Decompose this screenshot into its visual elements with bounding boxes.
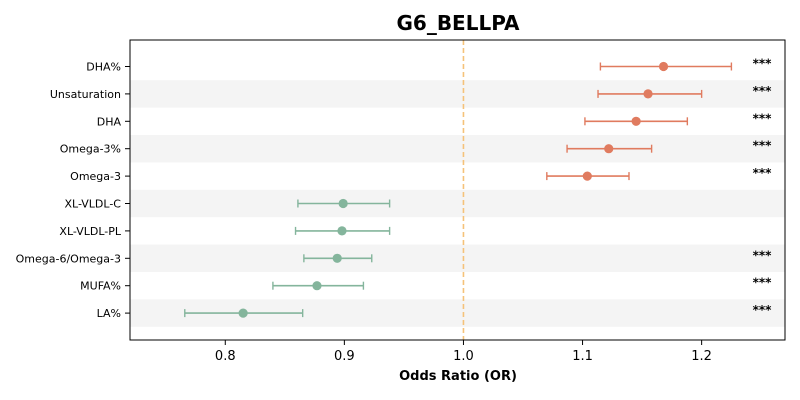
- significance-label: ***: [753, 84, 773, 98]
- row-unsaturation: ***: [597, 84, 773, 99]
- row-mufa-: ***: [272, 276, 773, 291]
- row-omega-6-omega-3: ***: [303, 248, 773, 263]
- row-band: [130, 244, 785, 272]
- row-band: [130, 189, 785, 218]
- odds-ratio-point: [238, 308, 248, 318]
- plot-frame: [129, 39, 786, 341]
- row-la-: ***: [184, 303, 773, 318]
- y-tick-label: MUFA%: [80, 280, 121, 293]
- odds-ratio-point: [312, 281, 322, 291]
- significance-label: ***: [753, 276, 773, 290]
- plot-border: [129, 39, 786, 341]
- odds-ratio-point: [338, 198, 348, 209]
- odds-ratio-point: [643, 89, 653, 99]
- x-axis-label: Odds Ratio (OR): [399, 369, 517, 384]
- x-tick-label: 1.0: [453, 349, 474, 364]
- y-axis: DHA% Unsaturation DHA Omega-3% Omega-3 XL-VLD…: [16, 61, 130, 320]
- chart-title: G6_BELLPA: [396, 11, 520, 35]
- row-xl-vldl-c: [297, 198, 391, 209]
- odds-ratio-point: [631, 116, 641, 126]
- significance-label: ***: [753, 248, 773, 262]
- significance-label: ***: [753, 111, 773, 125]
- row-dha: ***: [584, 111, 773, 126]
- odds-ratio-point: [604, 144, 614, 154]
- x-axis: 0.8 0.9 1.0 1.1 1.2: [215, 340, 712, 364]
- y-tick-label: LA%: [97, 307, 121, 320]
- x-tick-label: 1.1: [572, 349, 593, 364]
- row-dha-: ***: [599, 57, 773, 72]
- x-tick-label: 1.2: [691, 349, 712, 364]
- y-tick-label: Unsaturation: [50, 88, 121, 101]
- y-tick-label: Omega-3: [70, 170, 121, 183]
- significance-label: ***: [753, 139, 773, 153]
- x-tick-label: 0.8: [215, 349, 236, 364]
- x-tick-label: 0.9: [334, 349, 355, 364]
- y-tick-label: XL-VLDL-PL: [59, 225, 121, 238]
- y-tick-label: DHA: [97, 115, 122, 128]
- row-xl-vldl-pl: [294, 226, 391, 236]
- y-tick-label: XL-VLDL-C: [64, 198, 121, 211]
- significance-label: ***: [753, 303, 773, 317]
- odds-ratio-point: [337, 226, 347, 236]
- significance-label: ***: [753, 166, 773, 180]
- odds-ratio-point: [658, 61, 669, 72]
- odds-ratio-point: [582, 171, 592, 181]
- y-tick-label: DHA%: [86, 61, 121, 74]
- significance-label: ***: [753, 57, 773, 71]
- row-omega-3-: ***: [566, 139, 773, 154]
- odds-ratio-point: [332, 253, 342, 263]
- y-tick-label: Omega-3%: [60, 143, 121, 156]
- row-band: [130, 135, 785, 163]
- row-omega-3: ***: [546, 166, 773, 181]
- data-rows: *** *** *** *** *** *** *** ***: [184, 57, 773, 318]
- y-tick-label: Omega-6/Omega-3: [16, 252, 121, 265]
- row-bands: [130, 80, 785, 327]
